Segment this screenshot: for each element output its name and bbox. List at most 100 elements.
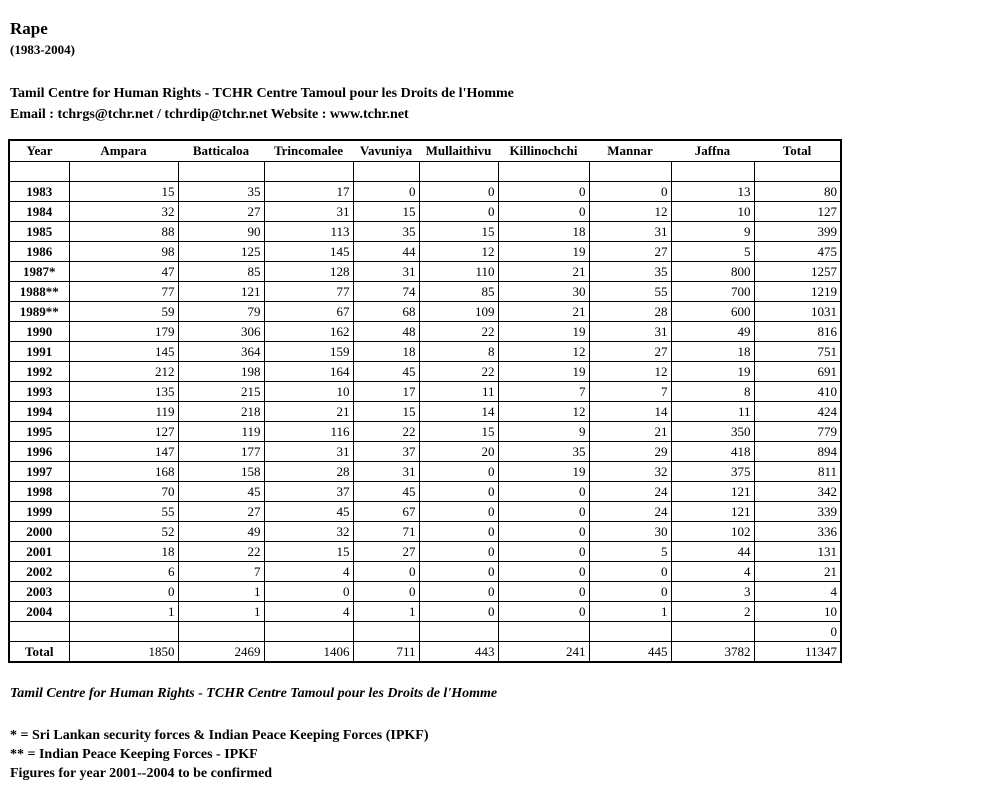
value-cell: 21 xyxy=(588,421,672,442)
value-cell: 119 xyxy=(68,401,179,422)
table-row-1989: 1989** 59 79 67 68 109 21 28 600 1031 xyxy=(8,301,842,322)
value-cell: 90 xyxy=(177,221,265,242)
year-cell: 2001 xyxy=(8,541,70,562)
value-cell: 1 xyxy=(68,601,179,622)
value-cell: 11347 xyxy=(753,641,842,663)
value-cell: 19 xyxy=(497,461,590,482)
year-cell: 1993 xyxy=(8,381,70,402)
value-cell: 198 xyxy=(177,361,265,382)
value-cell: 17 xyxy=(352,381,420,402)
value-cell: 0 xyxy=(588,581,672,602)
value-cell: 19 xyxy=(497,321,590,342)
value-cell: 45 xyxy=(352,361,420,382)
value-cell: 11 xyxy=(418,381,499,402)
table-row-total: Total 1850 2469 1406 711 443 241 445 3782 11347 xyxy=(8,641,842,663)
value-cell: 1 xyxy=(177,601,265,622)
table-row-1996: 1996 147 177 31 37 20 35 29 418 894 xyxy=(8,441,842,462)
value-cell: 0 xyxy=(497,581,590,602)
value-cell: 2469 xyxy=(177,641,265,663)
year-cell: 1990 xyxy=(8,321,70,342)
value-cell: 0 xyxy=(753,621,842,642)
value-cell: 0 xyxy=(352,181,420,202)
year-cell: 1987* xyxy=(8,261,70,282)
table-row-2001: 2001 18 22 15 27 0 0 5 44 131 xyxy=(8,541,842,562)
org-name-line: Tamil Centre for Human Rights - TCHR Cen… xyxy=(10,86,514,101)
year-cell: 1996 xyxy=(8,441,70,462)
value-cell: 21 xyxy=(753,561,842,582)
year-cell: 2004 xyxy=(8,601,70,622)
value-cell: 212 xyxy=(68,361,179,382)
value-cell: 32 xyxy=(68,201,179,222)
value-cell: 85 xyxy=(177,261,265,282)
value-cell: 22 xyxy=(418,361,499,382)
value-cell: 215 xyxy=(177,381,265,402)
year-cell: 2002 xyxy=(8,561,70,582)
table-row-1986: 1986 98 125 145 44 12 19 27 5 475 xyxy=(8,241,842,262)
value-cell: 158 xyxy=(177,461,265,482)
value-cell: 55 xyxy=(68,501,179,522)
value-cell: 336 xyxy=(753,521,842,542)
value-cell: 13 xyxy=(670,181,755,202)
table-row-1999: 1999 55 27 45 67 0 0 24 121 339 xyxy=(8,501,842,522)
value-cell: 475 xyxy=(753,241,842,262)
year-cell: 1984 xyxy=(8,201,70,222)
table-row-1997: 1997 168 158 28 31 0 19 32 375 811 xyxy=(8,461,842,482)
value-cell: 168 xyxy=(68,461,179,482)
year-cell: 1991 xyxy=(8,341,70,362)
value-cell: 339 xyxy=(753,501,842,522)
value-cell: 12 xyxy=(497,341,590,362)
year-cell: 1992 xyxy=(8,361,70,382)
value-cell: 27 xyxy=(177,501,265,522)
value-cell: 10 xyxy=(670,201,755,222)
value-cell: 0 xyxy=(263,581,354,602)
value-cell: 18 xyxy=(670,341,755,362)
value-cell: 121 xyxy=(177,281,265,302)
year-cell: 1994 xyxy=(8,401,70,422)
value-cell: 0 xyxy=(418,521,499,542)
year-cell: 1989** xyxy=(8,301,70,322)
value-cell: 10 xyxy=(753,601,842,622)
value-cell: 0 xyxy=(418,181,499,202)
value-cell: 15 xyxy=(352,401,420,422)
year-cell xyxy=(8,621,70,642)
value-cell: 11 xyxy=(670,401,755,422)
value-cell: 135 xyxy=(68,381,179,402)
column-header-batticaloa: Batticaloa xyxy=(178,140,264,162)
value-cell: 0 xyxy=(588,181,672,202)
value-cell: 79 xyxy=(177,301,265,322)
value-cell: 131 xyxy=(753,541,842,562)
table-row-2004: 2004 1 1 4 1 0 0 1 2 10 xyxy=(8,601,842,622)
value-cell: 8 xyxy=(418,341,499,362)
value-cell: 443 xyxy=(418,641,499,663)
value-cell: 1 xyxy=(352,601,420,622)
column-header-year: Year xyxy=(9,140,69,162)
value-cell: 0 xyxy=(497,501,590,522)
value-cell: 12 xyxy=(588,201,672,222)
value-cell: 67 xyxy=(352,501,420,522)
column-header-killinochchi: Killinochchi xyxy=(498,140,589,162)
value-cell: 116 xyxy=(263,421,354,442)
value-cell: 0 xyxy=(588,561,672,582)
table-row-2002: 2002 6 7 4 0 0 0 0 4 21 xyxy=(8,561,842,582)
value-cell xyxy=(352,621,420,642)
table-row-1988: 1988** 77 121 77 74 85 30 55 700 1219 xyxy=(8,281,842,302)
value-cell: 29 xyxy=(588,441,672,462)
value-cell: 15 xyxy=(352,201,420,222)
value-cell: 35 xyxy=(177,181,265,202)
value-cell: 218 xyxy=(177,401,265,422)
table-row-1995: 1995 127 119 116 22 15 9 21 350 779 xyxy=(8,421,842,442)
value-cell: 68 xyxy=(352,301,420,322)
value-cell: 7 xyxy=(497,381,590,402)
table-row-1987: 1987* 47 85 128 31 110 21 35 800 1257 xyxy=(8,261,842,282)
value-cell: 31 xyxy=(263,441,354,462)
value-cell: 109 xyxy=(418,301,499,322)
value-cell: 4 xyxy=(670,561,755,582)
page-title: Rape xyxy=(10,19,48,38)
value-cell: 4 xyxy=(753,581,842,602)
value-cell: 1406 xyxy=(263,641,354,663)
value-cell: 18 xyxy=(352,341,420,362)
value-cell: 24 xyxy=(588,481,672,502)
value-cell: 177 xyxy=(177,441,265,462)
value-cell: 816 xyxy=(753,321,842,342)
value-cell: 9 xyxy=(670,221,755,242)
